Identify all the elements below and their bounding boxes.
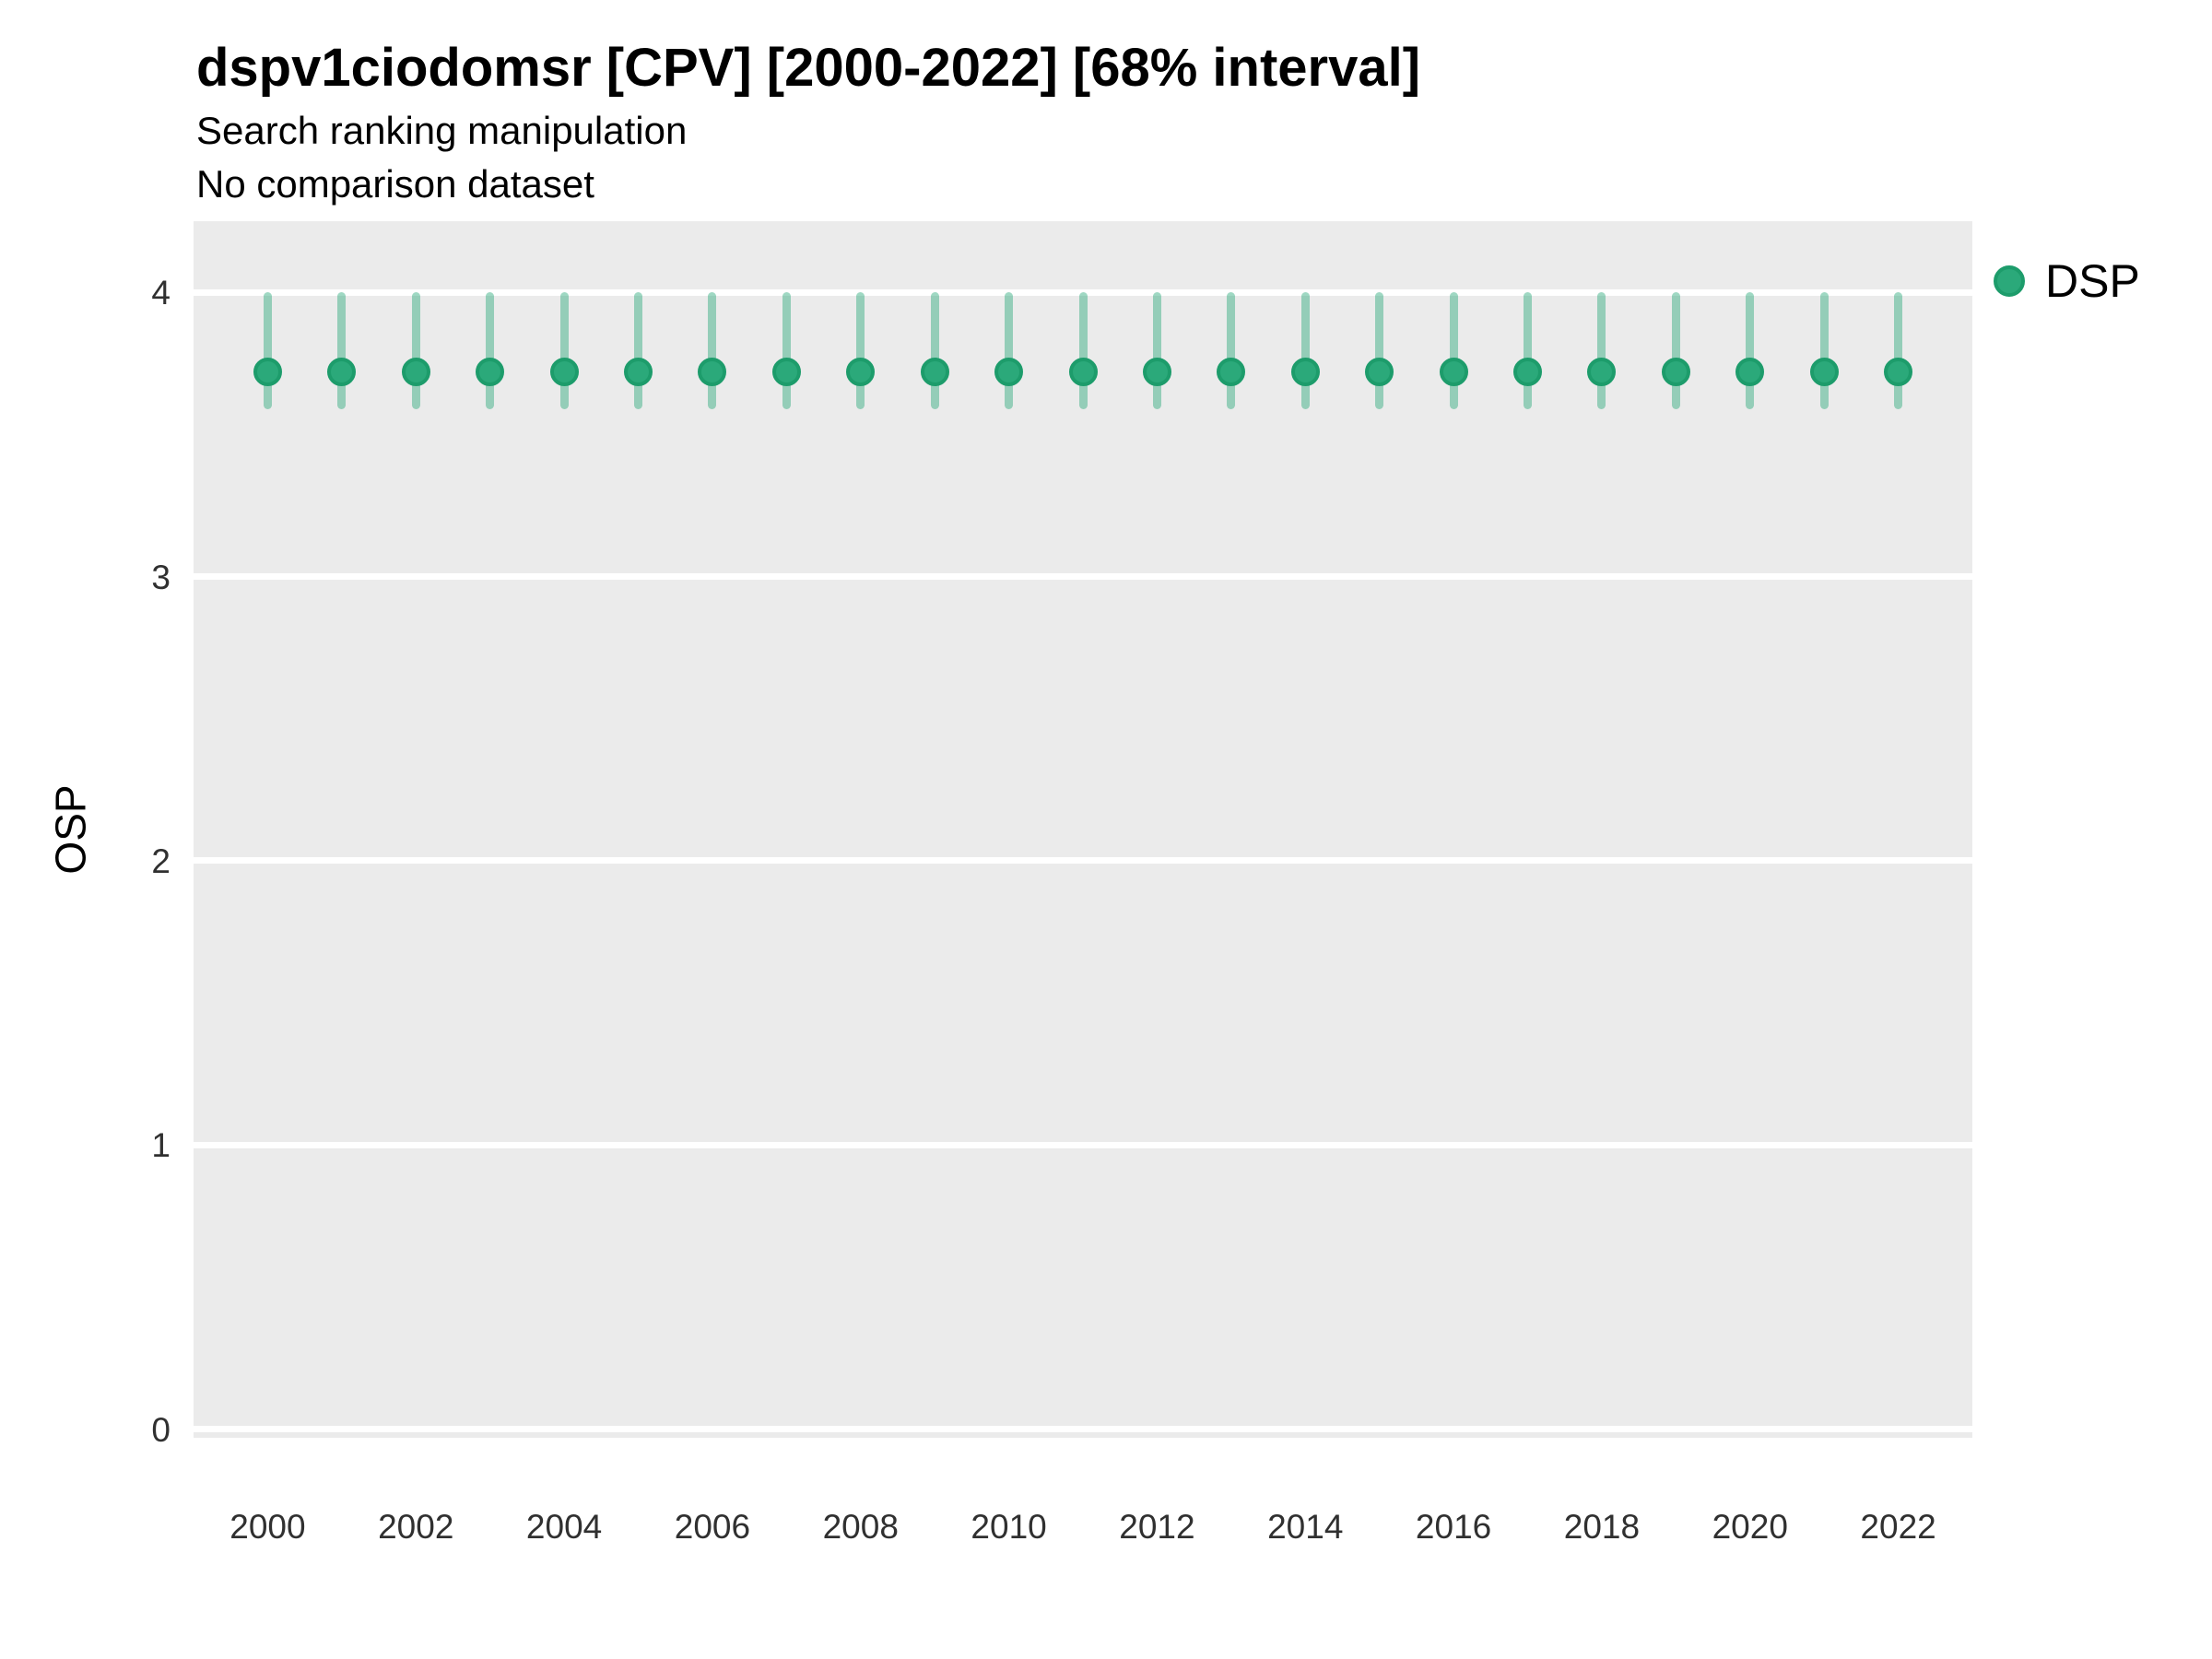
data-point-2009 [920, 357, 949, 386]
chart-subtitle-2: No comparison dataset [196, 162, 594, 206]
x-tick-label-2010: 2010 [971, 1508, 1047, 1546]
gridline-y-4 [194, 288, 1972, 296]
y-tick-label-4: 4 [151, 274, 171, 312]
data-point-2000 [253, 357, 282, 386]
interval-bar-2018 [1597, 292, 1606, 409]
x-tick-label-2020: 2020 [1712, 1508, 1788, 1546]
chart-subtitle: Search ranking manipulation [196, 109, 688, 152]
data-point-2015 [1365, 357, 1394, 386]
x-tick-label-2012: 2012 [1119, 1508, 1195, 1546]
interval-bar-2007 [782, 292, 791, 409]
data-point-2020 [1735, 357, 1765, 386]
y-tick-label-1: 1 [151, 1126, 171, 1165]
interval-bar-2020 [1746, 292, 1755, 409]
data-point-2017 [1513, 357, 1542, 386]
x-tick-label-2004: 2004 [525, 1508, 603, 1546]
data-point-2016 [1439, 357, 1468, 386]
legend-point-icon [1994, 265, 2025, 297]
legend-label: DSP [2045, 255, 2140, 307]
chart-title: dspv1ciodomsr [CPV] [2000-2022] [68% int… [196, 38, 1421, 98]
legend: DSP [1994, 254, 2140, 308]
data-point-2018 [1587, 357, 1617, 386]
interval-bar-2006 [708, 292, 717, 409]
data-point-2002 [401, 357, 430, 386]
x-tick-label-2022: 2022 [1860, 1508, 1936, 1546]
data-point-2014 [1290, 357, 1320, 386]
gridline-y-2 [194, 857, 1972, 865]
interval-bar-2001 [337, 292, 347, 409]
x-tick-label-2000: 2000 [229, 1508, 306, 1546]
interval-bar-2017 [1524, 292, 1532, 409]
interval-bar-2014 [1300, 292, 1310, 409]
interval-bar-2015 [1375, 292, 1384, 409]
y-tick-label-0: 0 [151, 1410, 171, 1449]
gridline-y-0 [194, 1426, 1972, 1433]
x-tick-label-2018: 2018 [1563, 1508, 1641, 1546]
interval-bar-2022 [1894, 292, 1903, 409]
y-tick-label-2: 2 [151, 841, 171, 880]
interval-bar-2021 [1819, 292, 1829, 409]
data-point-2005 [624, 357, 653, 386]
data-point-2022 [1884, 357, 1913, 386]
interval-bar-2005 [634, 292, 642, 409]
gridline-y-1 [194, 1141, 1972, 1148]
interval-bar-2011 [1078, 292, 1088, 409]
data-point-2019 [1661, 357, 1690, 386]
x-tick-label-2006: 2006 [674, 1508, 751, 1546]
data-point-2013 [1217, 357, 1246, 386]
data-point-2001 [327, 357, 357, 386]
data-point-2011 [1068, 357, 1098, 386]
interval-bar-2008 [856, 292, 865, 409]
interval-bar-2010 [1005, 292, 1014, 409]
interval-bar-2000 [263, 292, 272, 409]
interval-bar-2009 [930, 292, 939, 409]
y-tick-label-3: 3 [151, 558, 171, 596]
plot-panel [194, 221, 1972, 1438]
interval-bar-2016 [1449, 292, 1458, 409]
gridline-y-3 [194, 573, 1972, 580]
data-point-2006 [698, 357, 727, 386]
interval-bar-2002 [411, 292, 420, 409]
data-point-2003 [476, 357, 505, 386]
y-axis-title: OSP [46, 784, 95, 875]
data-point-2008 [846, 357, 876, 386]
interval-bar-2004 [559, 292, 569, 409]
x-tick-label-2014: 2014 [1267, 1508, 1344, 1546]
data-point-2012 [1142, 357, 1171, 386]
x-tick-label-2002: 2002 [378, 1508, 454, 1546]
x-tick-label-2016: 2016 [1415, 1508, 1492, 1546]
data-point-2021 [1809, 357, 1839, 386]
interval-bar-2003 [486, 292, 495, 409]
interval-bar-2019 [1671, 292, 1680, 409]
x-tick-label-2008: 2008 [822, 1508, 899, 1546]
data-point-2007 [771, 357, 801, 386]
interval-bar-2013 [1227, 292, 1236, 409]
data-point-2004 [549, 357, 579, 386]
data-point-2010 [994, 357, 1024, 386]
interval-bar-2012 [1152, 292, 1161, 409]
